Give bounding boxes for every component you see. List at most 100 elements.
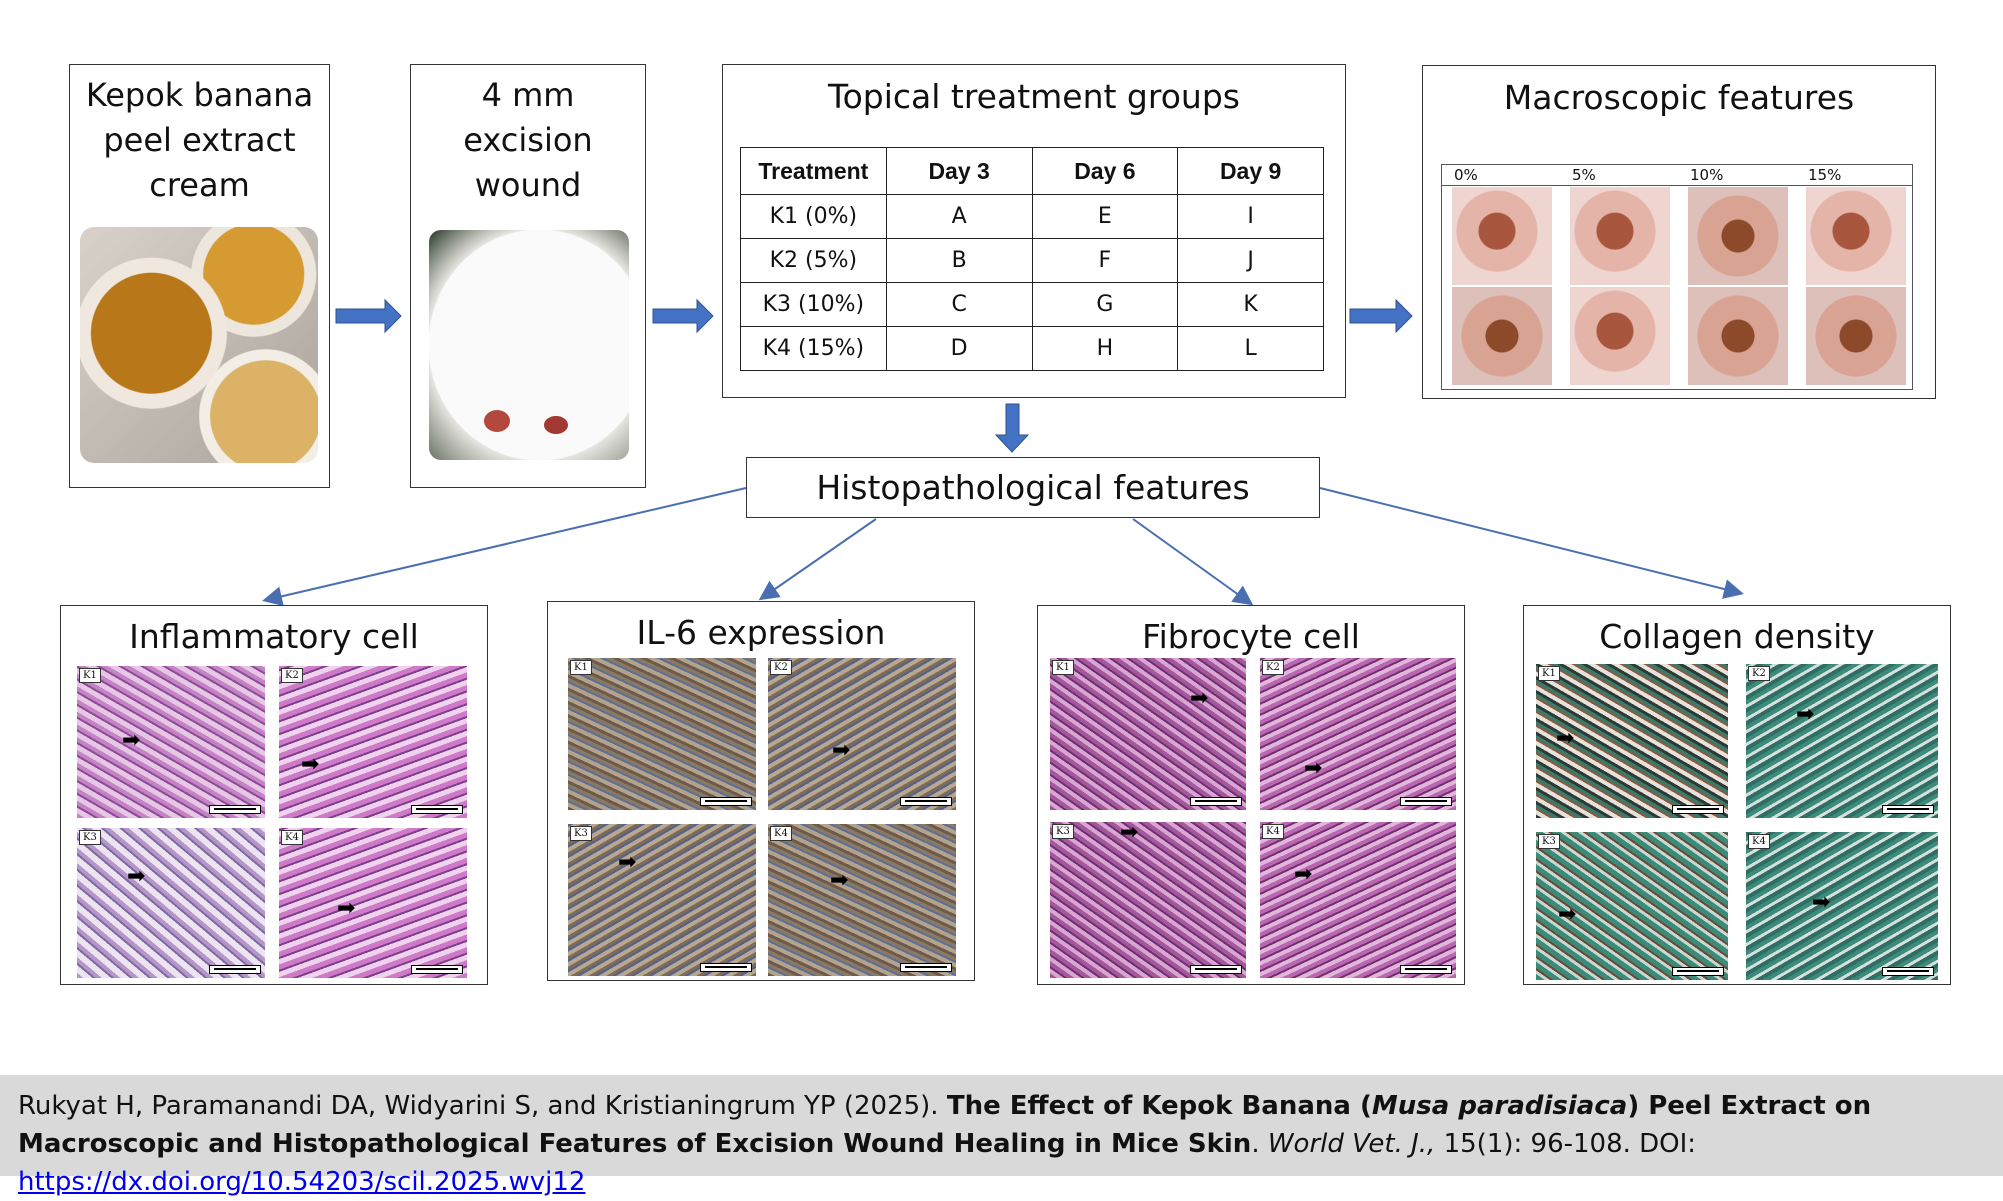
histo-box: Histopathological features [746, 457, 1320, 518]
table-header-cell: Treatment [740, 146, 887, 196]
table-row: K2 (5%) B F J [740, 238, 1324, 284]
arrow-icon: ➡ [1556, 726, 1575, 751]
table-cell: G [1031, 282, 1179, 328]
doi-link[interactable]: https://dx.doi.org/10.54203/scil.2025.wv… [18, 1167, 586, 1197]
citation-text: Rukyat H, Paramanandi DA, Widyarini S, a… [18, 1091, 1872, 1197]
treatment-title: Topical treatment groups [828, 77, 1240, 116]
table-cell: K2 (5%) [740, 238, 887, 284]
arrow-icon: ➡ [618, 850, 637, 875]
citation-bar: Rukyat H, Paramanandi DA, Widyarini S, a… [0, 1075, 2003, 1197]
citation-title: The Effect of Kepok Banana (Musa paradis… [18, 1091, 1872, 1159]
cream-box: Kepok banana peel extract cream [69, 64, 330, 488]
macro-photo [1452, 287, 1552, 385]
cream-jars-photo [80, 227, 318, 463]
micrograph: K4 ➡ [1260, 822, 1456, 978]
panel-title: Collagen density [1599, 617, 1875, 656]
micrograph-label: K3 [79, 830, 101, 845]
arrow-icon: ➡ [830, 868, 849, 893]
micrograph: K4 ➡ [279, 828, 467, 978]
micrograph-label: K4 [1748, 834, 1770, 849]
scale-bar [1882, 805, 1934, 814]
micrograph: K3 ➡ [77, 828, 265, 978]
micrograph: K1 [568, 658, 756, 810]
panel-fibrocyte: Fibrocyte cell K1 ➡ K2 ➡ K3 ➡ K4 ➡ [1037, 605, 1465, 985]
table-cell: A [885, 194, 1033, 240]
table-header-cell: Day 3 [885, 146, 1033, 196]
arrow-icon: ➡ [1558, 902, 1577, 927]
scale-bar [1190, 965, 1242, 974]
micrograph: K2 ➡ [279, 666, 467, 818]
scale-bar [1400, 797, 1452, 806]
micrograph-label: K3 [570, 826, 592, 841]
table-cell: K4 (15%) [740, 326, 887, 371]
connector-collagen [1319, 487, 1744, 599]
macro-col-label: 0% [1454, 166, 1478, 184]
panel-title: Fibrocyte cell [1142, 617, 1360, 656]
scale-bar [1190, 797, 1242, 806]
arrow-treatment-to-macro [1349, 298, 1413, 334]
micrograph-label: K3 [1538, 834, 1560, 849]
arrow-icon: ➡ [301, 752, 320, 777]
scale-bar [411, 805, 463, 814]
arrow-icon: ➡ [1796, 702, 1815, 727]
table-row: K3 (10%) C G K [740, 282, 1324, 328]
macro-col-label: 15% [1808, 166, 1842, 184]
citation-species: Musa paradisiaca [1371, 1091, 1628, 1121]
micrograph: K3 ➡ [1536, 832, 1728, 980]
wound-spot-2 [544, 416, 568, 434]
macro-col-label: 10% [1690, 166, 1724, 184]
macro-photo [1688, 187, 1788, 285]
table-header-row: Treatment Day 3 Day 6 Day 9 [740, 146, 1324, 196]
arrow-icon: ➡ [1812, 890, 1831, 915]
table-cell: H [1031, 326, 1179, 371]
wound-title: 4 mm excision wound [463, 76, 593, 204]
micrograph: K3 ➡ [1050, 822, 1246, 978]
scale-bar [1672, 805, 1724, 814]
table-cell: I [1177, 194, 1324, 240]
table-cell: K3 (10%) [740, 282, 887, 328]
scale-bar [900, 797, 952, 806]
scale-bar [209, 965, 261, 974]
micrograph-label: K4 [281, 830, 303, 845]
macro-col-label: 5% [1572, 166, 1596, 184]
table-row: K1 (0%) A E I [740, 194, 1324, 240]
arrow-icon: ➡ [832, 738, 851, 763]
histo-title: Histopathological features [816, 468, 1250, 507]
citation-volume: 15(1): 96-108. DOI: [1435, 1129, 1697, 1159]
micrograph: K3 ➡ [568, 824, 756, 976]
connector-il6 [758, 518, 877, 601]
micrograph: K1 ➡ [1536, 664, 1728, 818]
table-cell: E [1031, 194, 1179, 240]
arrow-icon: ➡ [1120, 822, 1139, 845]
panel-collagen: Collagen density K1 ➡ K2 ➡ K3 ➡ K4 ➡ [1523, 605, 1951, 985]
table-cell: D [885, 326, 1033, 371]
table-header-cell: Day 6 [1031, 146, 1179, 196]
cream-title: Kepok banana peel extract cream [85, 76, 314, 204]
micrograph: K2 ➡ [768, 658, 956, 810]
micrograph-label: K1 [570, 660, 592, 675]
micrograph-label: K2 [1262, 660, 1284, 675]
connector-fibrocyte [1132, 518, 1254, 606]
macro-box: Macroscopic features 0% 5% 10% 15% [1422, 65, 1936, 399]
micrograph-label: K2 [281, 668, 303, 683]
arrow-treatment-to-histo [994, 403, 1030, 453]
micrograph-label: K2 [1748, 666, 1770, 681]
table-cell: C [885, 282, 1033, 328]
micrograph-label: K1 [1538, 666, 1560, 681]
panel-il6: IL-6 expression K1 K2 ➡ K3 ➡ K4 ➡ [547, 601, 975, 981]
macro-photo [1806, 187, 1906, 285]
wound-box: 4 mm excision wound [410, 64, 646, 488]
arrow-icon: ➡ [127, 864, 146, 889]
micrograph: K1 ➡ [1050, 658, 1246, 810]
micrograph: K4 ➡ [768, 824, 956, 976]
macro-title: Macroscopic features [1503, 78, 1855, 117]
micrograph: K1 ➡ [77, 666, 265, 818]
arrow-icon: ➡ [1190, 686, 1209, 711]
table-cell: K [1177, 282, 1324, 328]
micrograph-label: K4 [1262, 824, 1284, 839]
scale-bar [411, 965, 463, 974]
table-row: K4 (15%) D H L [740, 326, 1324, 371]
scale-bar [1400, 965, 1452, 974]
macro-photo [1452, 187, 1552, 285]
micrograph-label: K1 [79, 668, 101, 683]
